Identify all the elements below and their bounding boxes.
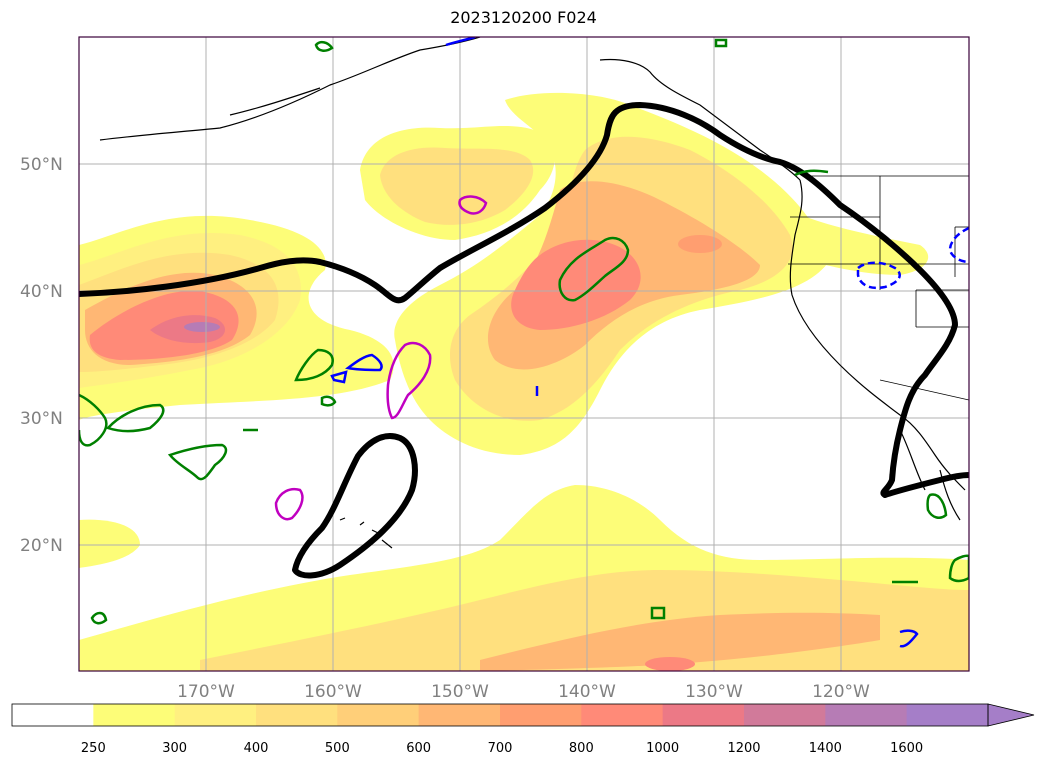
blue-south xyxy=(899,629,919,648)
shade-south-band-600 xyxy=(480,612,880,671)
blue-dashed-east xyxy=(856,261,901,290)
hawaii-islands xyxy=(339,517,393,549)
colorbar-tick-label: 250 xyxy=(81,741,106,756)
lon-label-150w: 150°W xyxy=(431,682,489,702)
green-central xyxy=(558,236,630,302)
lat-label-20: 20°N xyxy=(20,536,63,556)
lat-label-40: 40°N xyxy=(20,282,63,302)
map-title: 2023120200 F024 xyxy=(450,8,597,27)
magenta-north xyxy=(458,195,488,215)
lon-label-160w: 160°W xyxy=(304,682,362,702)
colorbar-tick-label: 600 xyxy=(406,741,431,756)
shade-south-250 xyxy=(79,519,140,568)
colorbar-tick-label: 500 xyxy=(325,741,350,756)
colorbar-segment xyxy=(744,704,826,726)
colorbar-tick-label: 300 xyxy=(162,741,187,756)
lat-label-50: 50°N xyxy=(20,155,63,175)
shade-central-800 xyxy=(511,239,641,330)
green-coast-1 xyxy=(794,169,829,177)
colorbar-segment xyxy=(906,704,989,726)
shade-west-1400 xyxy=(184,322,220,332)
lon-label-130w: 130°W xyxy=(685,682,743,702)
colorbar-tick-label: 1200 xyxy=(727,741,760,756)
green-west-2 xyxy=(79,393,108,447)
blue-west-2 xyxy=(330,370,348,384)
colorbar-segment xyxy=(337,704,420,726)
green-south-2 xyxy=(90,611,108,625)
borders xyxy=(788,175,969,401)
blue-dashed-east-2 xyxy=(948,226,969,264)
green-north-2 xyxy=(714,38,728,48)
colorbar-tick-label: 1600 xyxy=(890,741,923,756)
alaska-coast xyxy=(99,37,481,141)
map-frame xyxy=(78,36,970,672)
green-west-4 xyxy=(167,443,228,481)
colorbar-segment xyxy=(174,704,257,726)
map-area xyxy=(79,37,969,671)
green-west-5 xyxy=(320,395,337,407)
green-west-3 xyxy=(105,403,165,433)
colorbar-tick-label: 1000 xyxy=(646,741,679,756)
blue-north xyxy=(445,37,476,47)
blue-west xyxy=(345,353,383,372)
black-contour-main xyxy=(79,102,969,498)
shading-layer xyxy=(79,92,969,671)
lat-labels: 50°N 40°N 30°N 20°N xyxy=(20,155,63,556)
blue-contours xyxy=(330,37,969,648)
colorbar-segment xyxy=(93,704,176,726)
lat-label-30: 30°N xyxy=(20,409,63,429)
colorbar-segment xyxy=(500,704,582,726)
colorbar: 250 300 400 500 600 700 800 1000 1200 1400 1600 xyxy=(11,703,1035,756)
shade-south-band-800 xyxy=(645,657,695,671)
lon-label-140w: 140°W xyxy=(558,682,616,702)
magenta-west xyxy=(274,487,304,521)
magenta-central xyxy=(386,341,432,420)
black-contour-loop xyxy=(292,433,418,579)
colorbar-segment xyxy=(418,704,501,726)
colorbar-tick-label: 800 xyxy=(569,741,594,756)
green-contours xyxy=(79,38,969,625)
colorbar-outline xyxy=(11,703,989,727)
gridlines xyxy=(79,37,969,671)
colorbar-segment xyxy=(662,704,745,726)
colorbar-segment xyxy=(12,704,94,726)
green-east-2 xyxy=(948,554,969,583)
colorbar-segment xyxy=(256,704,338,726)
green-north-1 xyxy=(314,40,334,52)
colorbar-tick-label: 1400 xyxy=(809,741,842,756)
colorbar-tick-label: 700 xyxy=(488,741,513,756)
shade-coast-250 xyxy=(790,210,929,275)
alaska-coast-2 xyxy=(229,87,321,116)
shade-north-300 xyxy=(380,147,534,225)
magenta-contours xyxy=(274,195,488,521)
colorbar-segment xyxy=(581,704,664,726)
green-west-1 xyxy=(294,348,334,382)
colorbar-tick-label: 400 xyxy=(244,741,269,756)
lon-label-170w: 170°W xyxy=(177,682,235,702)
west-coast-us xyxy=(789,179,966,491)
green-south-1 xyxy=(650,606,666,620)
shade-central-blob2 xyxy=(678,235,722,253)
colorbar-extend-arrow xyxy=(987,703,1035,727)
lon-labels: 170°W 160°W 150°W 140°W 130°W 120°W xyxy=(177,682,870,702)
colorbar-segment xyxy=(825,704,908,726)
lon-label-120w: 120°W xyxy=(812,682,870,702)
green-east-1 xyxy=(926,493,948,519)
